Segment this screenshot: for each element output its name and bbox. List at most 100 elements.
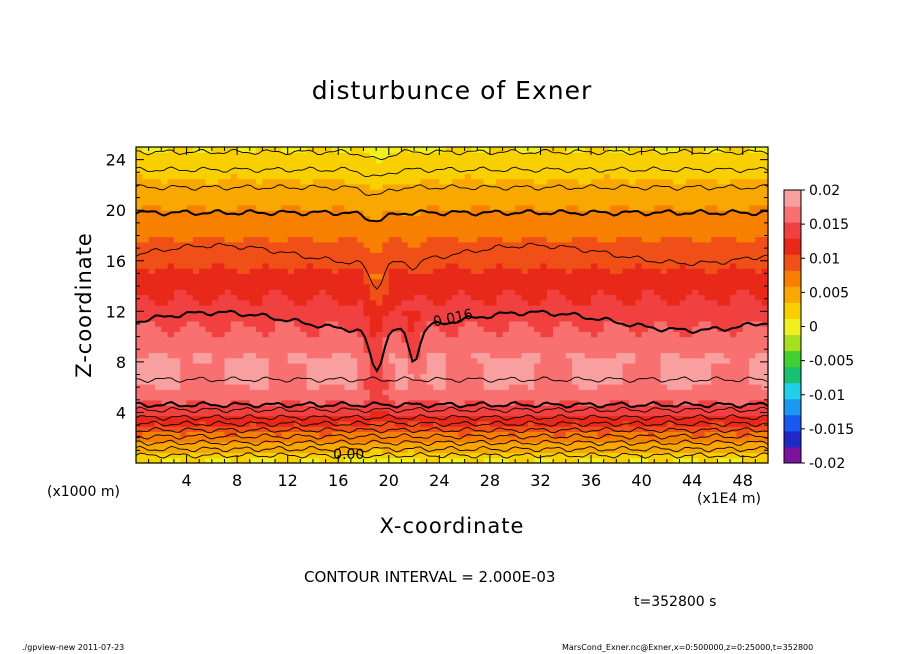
field-cell — [142, 173, 150, 180]
field-cell — [249, 252, 257, 259]
field-cell — [262, 273, 270, 280]
field-cell — [483, 415, 491, 422]
field-cell — [420, 157, 428, 164]
field-cell — [553, 204, 561, 211]
field-cell — [559, 226, 567, 232]
field-cell — [597, 410, 605, 417]
field-cell — [186, 410, 194, 417]
field-cell — [420, 210, 428, 217]
field-cell — [452, 226, 459, 232]
field-cell — [268, 168, 276, 174]
field-cell — [433, 173, 440, 180]
field-cell — [470, 194, 478, 201]
field-cell — [186, 152, 194, 159]
field-cell — [350, 315, 358, 322]
field-cell — [426, 278, 434, 285]
field-cell — [445, 283, 453, 290]
field-cell — [496, 362, 504, 369]
field-cell — [426, 173, 434, 180]
field-cell — [388, 410, 396, 417]
field-cell — [496, 178, 504, 185]
field-cell — [578, 389, 586, 396]
field-cell — [294, 378, 301, 385]
field-cell — [237, 152, 245, 159]
field-cell — [534, 394, 542, 401]
field-cell — [256, 362, 263, 369]
field-cell — [180, 236, 188, 243]
field-cell — [161, 241, 169, 248]
field-cell — [262, 226, 270, 232]
field-cell — [256, 399, 263, 406]
field-cell — [211, 289, 219, 296]
field-cell — [483, 252, 491, 259]
field-cell — [338, 310, 346, 317]
field-cell — [420, 236, 428, 243]
field-cell — [654, 241, 662, 248]
field-cell — [294, 257, 301, 264]
field-cell — [540, 405, 548, 411]
field-cell — [597, 320, 605, 327]
field-cell — [186, 294, 194, 301]
field-cell — [616, 231, 624, 238]
field-cell — [521, 268, 529, 274]
field-cell — [173, 415, 181, 422]
field-cell — [622, 378, 630, 385]
field-cell — [192, 378, 200, 385]
field-cell — [395, 220, 403, 227]
field-cell — [218, 157, 226, 164]
field-cell — [603, 352, 611, 359]
field-cell — [312, 294, 320, 301]
field-cell — [148, 210, 156, 217]
field-cell — [616, 415, 624, 422]
field-cell — [205, 326, 213, 332]
field-cell — [268, 257, 276, 264]
field-cell — [654, 299, 662, 306]
field-cell — [211, 389, 219, 396]
field-cell — [420, 152, 428, 159]
field-cell — [628, 389, 636, 396]
field-cell — [154, 252, 162, 259]
field-cell — [287, 378, 295, 385]
field-cell — [445, 189, 453, 195]
field-cell — [249, 262, 257, 269]
field-cell — [161, 315, 169, 322]
field-cell — [515, 278, 523, 285]
field-cell — [426, 420, 434, 427]
field-cell — [331, 362, 339, 369]
field-cell — [445, 194, 453, 201]
field-cell — [559, 326, 567, 332]
field-cell — [192, 426, 200, 432]
field-cell — [338, 415, 346, 422]
field-cell — [597, 157, 605, 164]
field-cell — [319, 299, 327, 306]
field-cell — [369, 231, 377, 238]
field-cell — [237, 326, 245, 332]
field-cell — [218, 352, 226, 359]
field-cell — [565, 378, 573, 385]
field-cell — [136, 262, 143, 269]
field-cell — [268, 341, 276, 348]
field-cell — [230, 289, 238, 296]
field-cell — [294, 389, 301, 396]
field-cell — [439, 210, 447, 217]
field-cell — [319, 420, 327, 427]
field-cell — [470, 299, 478, 306]
field-cell — [578, 310, 586, 317]
field-cell — [395, 384, 403, 390]
field-cell — [230, 331, 238, 338]
field-cell — [199, 231, 207, 238]
field-cell — [256, 410, 263, 417]
field-cell — [635, 220, 643, 227]
field-cell — [306, 341, 314, 348]
field-cell — [641, 299, 649, 306]
field-cell — [199, 283, 207, 290]
field-cell — [180, 283, 188, 290]
field-cell — [521, 215, 529, 222]
field-cell — [452, 399, 459, 406]
field-cell — [192, 347, 200, 353]
field-cell — [237, 310, 245, 317]
field-cell — [331, 147, 339, 153]
field-cell — [294, 341, 301, 348]
field-cell — [199, 320, 207, 327]
field-cell — [477, 441, 485, 448]
